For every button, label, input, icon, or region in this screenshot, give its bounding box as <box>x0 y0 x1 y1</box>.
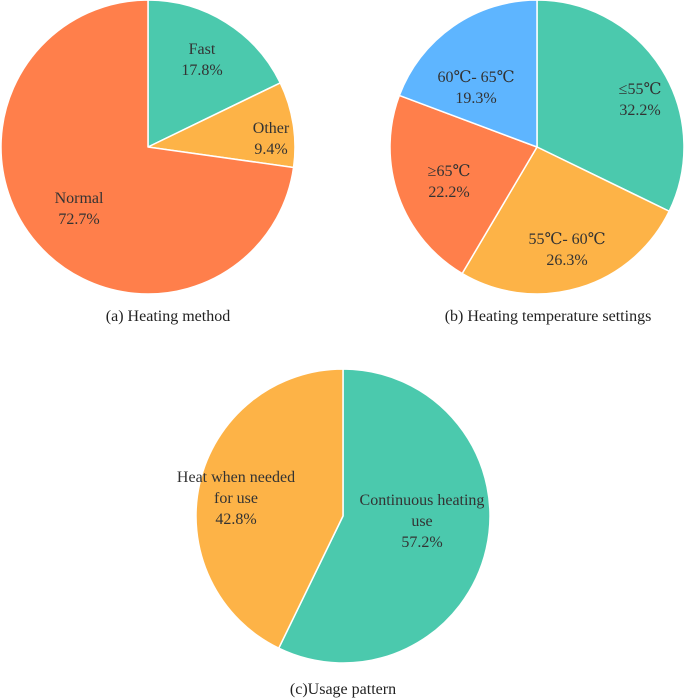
slice-name: for use <box>214 490 258 507</box>
pie-slice-other <box>147 82 296 169</box>
slice-value: 42.8% <box>215 511 256 528</box>
slice-name: 55℃- 60℃ <box>528 231 605 248</box>
pie-chart-heating-method: Fast 17.8% Other 9.4% Normal 72.7% <box>0 0 296 295</box>
slice-label-other: Other 9.4% <box>253 120 290 158</box>
pie-slice-heat-when-needed-for-use <box>195 368 344 649</box>
caption-usage-pattern: (c)Usage pattern <box>290 681 396 698</box>
slice-value: 72.7% <box>58 211 99 228</box>
slice-value: 32.2% <box>619 102 660 119</box>
pie-slice-normal <box>0 0 295 295</box>
slice-label-55-60: 55℃- 60℃ 26.3% <box>528 231 605 269</box>
pie-slice-65 <box>389 94 538 275</box>
slice-name: Continuous heating <box>360 492 485 509</box>
pie-slice-fast <box>147 0 282 148</box>
pie-slice-55-60 <box>461 146 670 295</box>
slice-label-65: ≥65℃ 22.2% <box>428 163 471 201</box>
slice-value: 57.2% <box>401 534 442 551</box>
slice-label-continuous-heating-use: Continuous heating use 57.2% <box>360 492 485 551</box>
slice-name: Other <box>253 120 290 137</box>
slice-value: 9.4% <box>254 141 287 158</box>
slice-label-55: ≤55℃ 32.2% <box>619 81 662 119</box>
slice-name: 60℃- 65℃ <box>437 69 514 86</box>
caption-heating-temperature: (b) Heating temperature settings <box>445 308 652 325</box>
slice-name: Fast <box>189 41 216 58</box>
slice-label-heat-when-needed-for-use: Heat when needed for use 42.8% <box>177 469 295 528</box>
pie-slice-continuous-heating-use <box>277 368 491 664</box>
slice-name: ≥65℃ <box>428 163 471 180</box>
pie-chart-heating-temperature: ≤55℃ 32.2% 55℃- 60℃ 26.3% ≥65℃ 22.2% 60℃- 65℃ 1… <box>389 0 685 295</box>
slice-value: 26.3% <box>546 252 587 269</box>
slice-value: 19.3% <box>455 90 496 107</box>
slice-name: ≤55℃ <box>619 81 662 98</box>
slice-name: Heat when needed <box>177 469 295 486</box>
pie-slice-55 <box>536 0 685 213</box>
pie-chart-usage-pattern: Continuous heating use 57.2% Heat when need… <box>177 368 491 664</box>
caption-heating-method: (a) Heating method <box>106 308 230 325</box>
slice-label-fast: Fast 17.8% <box>181 41 222 79</box>
pie-slice-60-65 <box>398 0 538 148</box>
slice-value: 22.2% <box>428 184 469 201</box>
slice-label-normal: Normal 72.7% <box>55 190 104 228</box>
slice-value: 17.8% <box>181 62 222 79</box>
slice-name: use <box>411 513 432 530</box>
slice-label-60-65: 60℃- 65℃ 19.3% <box>437 69 514 107</box>
slice-name: Normal <box>55 190 104 207</box>
